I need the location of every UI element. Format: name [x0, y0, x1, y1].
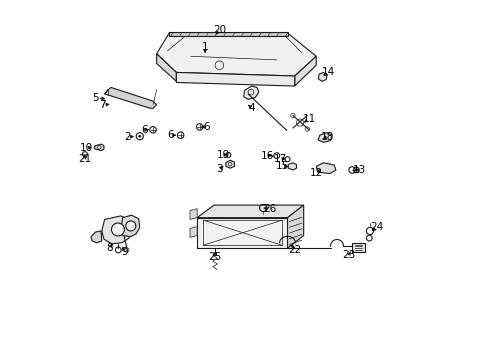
Text: 8: 8: [106, 243, 113, 253]
Text: 15: 15: [275, 161, 288, 171]
Polygon shape: [156, 54, 176, 81]
Polygon shape: [190, 226, 197, 237]
Text: 16: 16: [261, 150, 274, 161]
Text: 18: 18: [320, 132, 333, 142]
Text: 17: 17: [273, 154, 286, 164]
Text: 2: 2: [124, 132, 131, 142]
Text: 1: 1: [202, 42, 208, 52]
Polygon shape: [351, 243, 364, 252]
Text: 26: 26: [263, 204, 276, 214]
Text: 23: 23: [341, 250, 354, 260]
Text: 6: 6: [167, 130, 174, 140]
Polygon shape: [104, 87, 156, 108]
Text: 5: 5: [92, 93, 99, 103]
Polygon shape: [169, 32, 287, 36]
Text: 6: 6: [141, 125, 147, 135]
Polygon shape: [287, 205, 303, 248]
Polygon shape: [190, 209, 197, 220]
Polygon shape: [102, 216, 131, 244]
Polygon shape: [121, 215, 140, 237]
Polygon shape: [94, 144, 104, 150]
Text: 11: 11: [302, 114, 315, 124]
Polygon shape: [318, 72, 326, 81]
Text: 4: 4: [248, 103, 254, 113]
Polygon shape: [294, 56, 316, 86]
Polygon shape: [176, 72, 294, 86]
Polygon shape: [91, 231, 102, 243]
Text: 6: 6: [203, 122, 210, 132]
Polygon shape: [225, 160, 234, 168]
Polygon shape: [156, 33, 316, 76]
Polygon shape: [197, 205, 303, 218]
Circle shape: [111, 223, 124, 236]
Text: 12: 12: [309, 168, 322, 178]
Text: 14: 14: [322, 67, 335, 77]
Text: 13: 13: [352, 165, 365, 175]
Circle shape: [138, 135, 141, 138]
Text: 25: 25: [208, 252, 221, 262]
Text: 7: 7: [99, 100, 105, 111]
Polygon shape: [197, 218, 287, 248]
Circle shape: [125, 221, 136, 231]
Text: 20: 20: [212, 25, 225, 35]
Text: 9: 9: [121, 247, 127, 257]
Text: 10: 10: [80, 143, 93, 153]
Text: 19: 19: [216, 150, 229, 160]
Text: 24: 24: [370, 222, 383, 232]
Polygon shape: [244, 86, 258, 99]
Polygon shape: [317, 133, 332, 142]
Polygon shape: [316, 163, 335, 174]
Text: 3: 3: [216, 164, 222, 174]
Text: 21: 21: [78, 154, 91, 164]
Polygon shape: [287, 163, 296, 170]
Text: 22: 22: [287, 245, 301, 255]
